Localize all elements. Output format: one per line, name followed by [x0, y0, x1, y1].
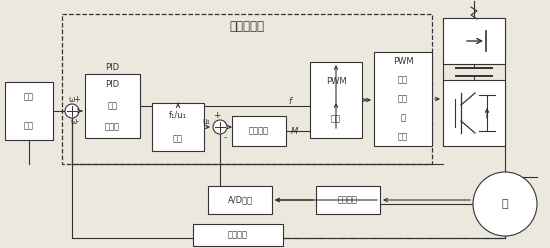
Text: PWM: PWM	[393, 57, 413, 66]
Text: 给定: 给定	[24, 121, 34, 130]
Text: 及: 及	[400, 113, 405, 122]
Text: 电压调节: 电压调节	[249, 126, 269, 135]
Text: f₁/u₁: f₁/u₁	[169, 111, 187, 120]
Bar	[85, 74, 140, 138]
Text: A/D转换: A/D转换	[228, 195, 252, 205]
Bar	[193, 224, 283, 246]
Text: +: +	[213, 112, 221, 121]
Text: 单片机系统: 单片机系统	[229, 21, 265, 33]
Bar	[232, 116, 286, 146]
Text: f: f	[289, 96, 292, 105]
Text: PWM: PWM	[326, 76, 346, 86]
Text: ω-: ω-	[70, 118, 80, 126]
Text: 放大: 放大	[398, 132, 408, 141]
Text: M: M	[290, 126, 298, 135]
Bar	[310, 62, 362, 138]
Circle shape	[213, 120, 227, 134]
Text: 转速测定: 转速测定	[228, 230, 248, 240]
Text: u₁: u₁	[202, 117, 210, 125]
Bar	[316, 186, 380, 214]
Text: 变换: 变换	[173, 134, 183, 144]
Text: 调节器: 调节器	[105, 123, 120, 132]
Bar	[5, 82, 53, 140]
Circle shape	[473, 172, 537, 236]
Text: PID: PID	[106, 63, 119, 72]
Text: 电压变换: 电压变换	[338, 195, 358, 205]
Text: ω+: ω+	[69, 95, 81, 104]
Text: 信号: 信号	[398, 76, 408, 85]
Text: -: -	[223, 133, 227, 143]
Text: 速度: 速度	[24, 92, 34, 101]
Bar	[152, 103, 204, 151]
Text: PID: PID	[106, 80, 119, 89]
Text: 过: 过	[502, 199, 508, 209]
Text: 速度: 速度	[107, 101, 118, 111]
Bar	[443, 80, 505, 146]
Bar	[443, 18, 505, 64]
Bar	[62, 14, 432, 164]
Bar	[374, 52, 432, 146]
Text: 算法: 算法	[331, 115, 341, 124]
Text: 处理: 处理	[398, 94, 408, 103]
Circle shape	[65, 104, 79, 118]
Bar	[208, 186, 272, 214]
